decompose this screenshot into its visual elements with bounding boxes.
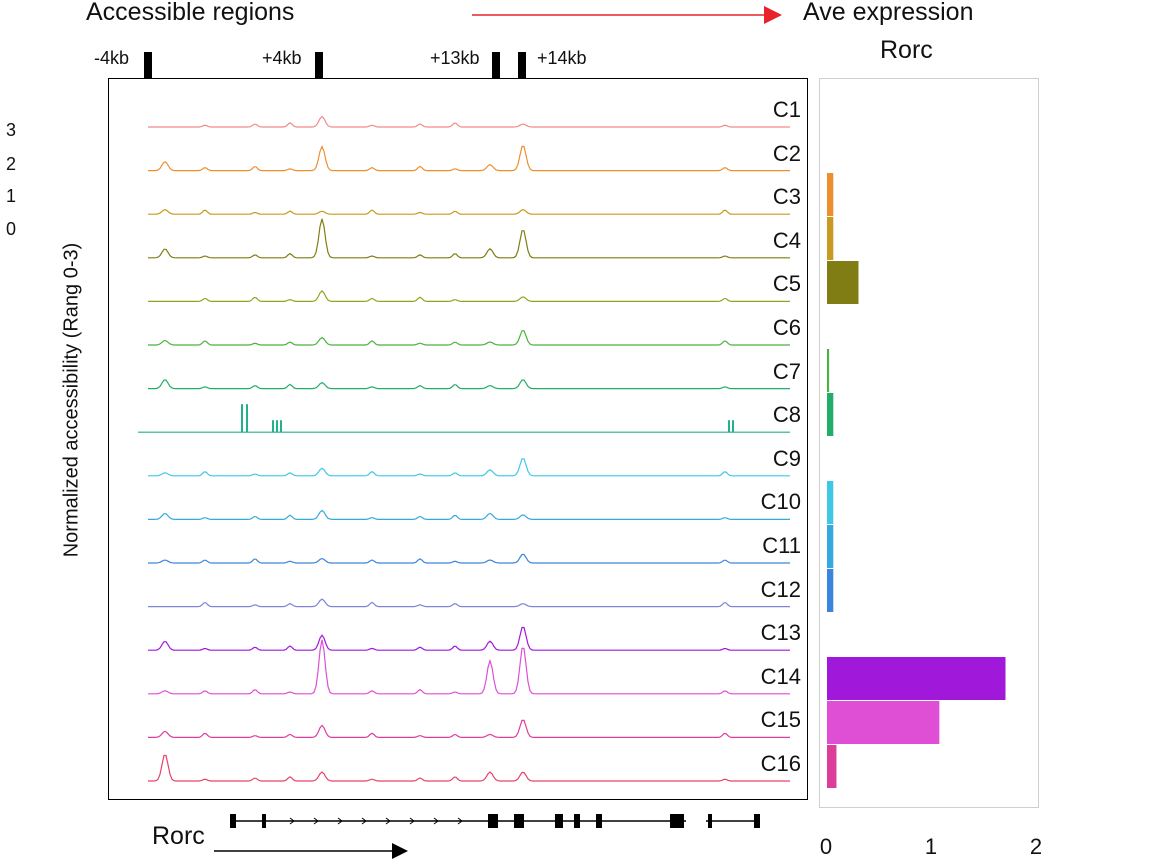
expr-bar-c10 bbox=[827, 525, 834, 568]
c8-spike bbox=[280, 420, 282, 433]
c8-spike bbox=[272, 420, 274, 433]
track-c14 bbox=[148, 639, 790, 695]
cluster-label-c13: C13 bbox=[760, 620, 801, 646]
c8-spike bbox=[276, 420, 278, 433]
cluster-label-c2: C2 bbox=[772, 140, 801, 166]
track-c5 bbox=[148, 290, 790, 302]
cluster-label-c12: C12 bbox=[760, 576, 801, 602]
cluster-label-c15: C15 bbox=[760, 707, 801, 733]
gene-strand-chevron bbox=[337, 817, 343, 825]
expr-bar-c15 bbox=[827, 745, 837, 788]
cluster-label-c4: C4 bbox=[772, 227, 801, 253]
cluster-label-c16: C16 bbox=[760, 751, 801, 776]
gene-strand-chevron bbox=[313, 817, 319, 825]
track-c13 bbox=[148, 626, 790, 651]
y-scale-tick: 1 bbox=[6, 186, 17, 206]
gene-strand-chevron bbox=[385, 817, 391, 825]
region-marker bbox=[315, 52, 323, 78]
gene-strand-chevron bbox=[457, 817, 463, 825]
gene-exon bbox=[708, 814, 712, 828]
gene-exon bbox=[670, 814, 684, 828]
gene-exon bbox=[596, 814, 602, 828]
gene-exon bbox=[514, 814, 524, 828]
track-c10 bbox=[148, 509, 790, 521]
title-arrow-head bbox=[764, 6, 782, 24]
expr-bar-c2 bbox=[827, 173, 834, 216]
gene-direction-arrowhead bbox=[392, 843, 408, 859]
expr-bar-c11 bbox=[827, 569, 834, 612]
cluster-label-c6: C6 bbox=[772, 315, 801, 340]
region-marker bbox=[144, 52, 152, 78]
cluster-label-c8: C8 bbox=[772, 402, 801, 428]
track-c7 bbox=[148, 379, 790, 390]
expr-bar-c4 bbox=[827, 261, 859, 304]
track-c2 bbox=[148, 145, 790, 172]
track-c16 bbox=[148, 754, 790, 782]
accessibility-tracks-panel bbox=[108, 78, 808, 800]
cluster-label-c7: C7 bbox=[772, 358, 801, 384]
track-c1 bbox=[148, 115, 790, 128]
cluster-label-c1: C1 bbox=[772, 97, 801, 122]
cluster-label-c10: C10 bbox=[760, 489, 801, 515]
gene-exon bbox=[230, 814, 236, 828]
expr-x-tick: 1 bbox=[924, 834, 938, 859]
gene-strand-chevron bbox=[361, 817, 367, 825]
track-c12 bbox=[148, 598, 790, 608]
cluster-label-c11: C11 bbox=[762, 533, 801, 558]
track-c6 bbox=[148, 330, 790, 346]
gene-strand-chevron bbox=[409, 817, 415, 825]
c8-spike bbox=[728, 420, 730, 433]
track-c3 bbox=[148, 209, 790, 215]
accessible-regions-title: Accessible regions bbox=[86, 0, 295, 26]
expr-bar-c9 bbox=[827, 481, 834, 524]
gene-strand-chevron bbox=[289, 817, 295, 825]
cluster-label-c5: C5 bbox=[772, 271, 801, 297]
c8-spike bbox=[246, 404, 248, 433]
region-label-minus4kb: -4kb bbox=[94, 48, 130, 68]
gene-exon bbox=[574, 814, 580, 828]
track-c4 bbox=[148, 218, 790, 259]
region-label-plus13kb: +13kb bbox=[430, 48, 480, 68]
cluster-label-c14: C14 bbox=[760, 663, 801, 689]
expr-x-tick: 0 bbox=[819, 834, 833, 859]
gene-exon bbox=[555, 814, 563, 828]
track-c15 bbox=[148, 719, 790, 739]
gene-track-label: Rorc bbox=[152, 822, 205, 850]
expr-bar-c13 bbox=[827, 657, 1006, 700]
expr-bar-c6 bbox=[827, 349, 830, 392]
gene-exon bbox=[488, 814, 494, 828]
track-c9 bbox=[148, 458, 790, 477]
y-scale-tick: 0 bbox=[6, 219, 17, 239]
gene-exon bbox=[494, 814, 498, 828]
region-marker bbox=[518, 52, 526, 78]
gene-exon bbox=[262, 814, 266, 828]
gene-strand-chevron bbox=[433, 817, 439, 825]
track-c11 bbox=[148, 553, 790, 564]
cluster-label-c3: C3 bbox=[772, 184, 801, 210]
expr-bar-c3 bbox=[827, 217, 834, 260]
region-marker bbox=[492, 52, 500, 78]
c8-spike bbox=[241, 404, 243, 433]
c8-spike bbox=[732, 420, 734, 433]
y-scale-tick: 3 bbox=[6, 120, 17, 140]
y-scale-tick: 2 bbox=[6, 154, 17, 174]
expr-bar-c14 bbox=[827, 701, 940, 744]
expression-panel bbox=[819, 78, 1039, 808]
gene-title: Rorc bbox=[880, 36, 933, 64]
ave-expression-title: Ave expression bbox=[803, 0, 974, 26]
region-label-plus14kb: +14kb bbox=[537, 48, 587, 68]
cluster-label-c9: C9 bbox=[772, 445, 801, 471]
expr-bar-c7 bbox=[827, 393, 834, 436]
expr-x-tick: 2 bbox=[1029, 834, 1043, 859]
region-label-plus4kb: +4kb bbox=[262, 48, 302, 68]
gene-exon bbox=[754, 814, 760, 828]
